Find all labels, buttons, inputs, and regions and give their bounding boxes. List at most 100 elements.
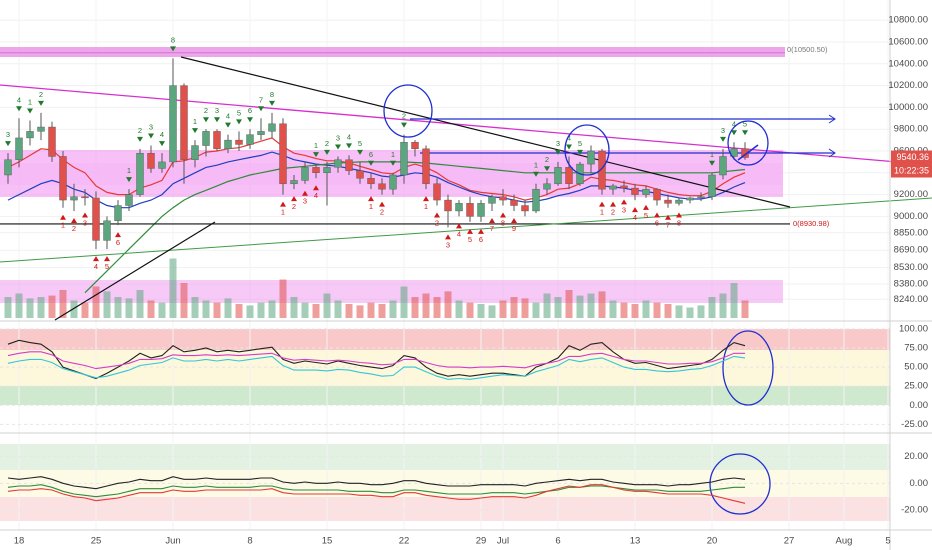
td-count: 8 [171, 35, 175, 44]
candle-body [422, 148, 430, 184]
candle-body [510, 199, 518, 206]
volume-bar [455, 300, 463, 318]
candle-body [103, 220, 111, 241]
volume-bar [400, 286, 408, 318]
indicator-line [7, 339, 746, 380]
candle-body [400, 142, 408, 176]
candle-body [323, 167, 331, 174]
td-count: 4 [567, 133, 571, 142]
volume-bar [334, 300, 342, 318]
volume-bar [158, 302, 166, 318]
candle-body [543, 183, 551, 190]
price-label: 9540.36 [896, 152, 929, 162]
td-arrow [676, 212, 682, 218]
td-count: 3 [6, 130, 10, 139]
candle-body [697, 196, 705, 199]
td-arrow [71, 217, 77, 223]
td-count: 3 [721, 126, 725, 135]
x-tick-label: 6 [555, 536, 560, 547]
td-count: 5 [743, 119, 747, 128]
x-tick-label: 29 [476, 536, 487, 547]
candle-body [235, 139, 243, 145]
td-arrow [357, 149, 363, 155]
trendline [0, 84, 932, 166]
td-arrow [236, 119, 242, 125]
highlight-circle [709, 453, 771, 515]
candle-body [48, 126, 56, 157]
td-arrow [170, 46, 176, 52]
volume-bar [730, 283, 738, 318]
candle-body [741, 148, 749, 158]
overbought-band [0, 329, 890, 350]
volume-bar [543, 293, 551, 318]
candle-body [433, 183, 441, 201]
candle-body [312, 167, 320, 174]
volume-bar [587, 293, 595, 318]
td-arrow [313, 152, 319, 158]
candle-body [708, 174, 716, 197]
volume-bar [686, 307, 694, 318]
volume-bar [708, 297, 716, 318]
td-arrow [368, 160, 374, 166]
candle-body [444, 199, 452, 212]
y-tick-label: -25.00 [901, 419, 928, 430]
volume-bar [323, 293, 331, 318]
candle-body [631, 187, 639, 195]
td-count: 3 [303, 197, 307, 206]
td-count: 1 [600, 208, 604, 217]
indicator-line [7, 137, 746, 201]
candle-body [565, 167, 573, 184]
td-count: 8 [270, 90, 274, 99]
td-count: 2 [435, 219, 439, 228]
y-tick-label: 8240.00 [894, 294, 928, 305]
candle-body [477, 203, 485, 217]
x-tick-label: 8 [247, 536, 252, 547]
candle-body [37, 126, 45, 132]
td-arrow [60, 214, 66, 220]
td-count: 4 [160, 130, 164, 139]
volume-bar [378, 304, 386, 318]
indicator-panes [7, 339, 746, 504]
td-arrow [258, 106, 264, 112]
td-arrow [16, 106, 22, 112]
y-tick-label: 9800.00 [894, 124, 928, 135]
td-arrow [302, 190, 308, 196]
td-arrow [445, 234, 451, 240]
td-arrow [324, 149, 330, 155]
volume-bar [268, 300, 276, 318]
candle-body [686, 197, 694, 201]
x-tick-label: 22 [399, 536, 410, 547]
candle-body [334, 159, 342, 168]
x-tick-label: Aug [836, 536, 853, 547]
volume-bar [224, 298, 232, 318]
td-arrow [555, 149, 561, 155]
price-badge [891, 150, 932, 165]
td-arrow [500, 212, 506, 218]
td-arrow [632, 207, 638, 213]
candle-body [15, 137, 23, 160]
y-tick-label: 10800.00 [888, 15, 928, 26]
td-count: 5 [644, 211, 648, 220]
indicator-line [7, 476, 746, 490]
td-count: 2 [138, 126, 142, 135]
td-arrow [511, 217, 517, 223]
td-count: 1 [424, 202, 428, 211]
volume-bar [114, 297, 122, 318]
candle-body [367, 178, 375, 184]
volume-bar [103, 291, 111, 318]
candle-body [598, 150, 606, 190]
arrow [737, 144, 759, 161]
td-arrow [38, 100, 44, 106]
td-count: 2 [39, 90, 43, 99]
candle-body [81, 196, 89, 199]
td-count: 4 [732, 119, 736, 128]
td-arrow [5, 141, 11, 147]
candle-body [301, 167, 309, 181]
td-arrow [291, 196, 297, 202]
highlight-circle [564, 124, 610, 176]
volume-bar [246, 305, 254, 318]
y-tick-label: 100.00 [899, 323, 928, 334]
volume-bar [466, 302, 474, 318]
volume-bar [312, 304, 320, 318]
